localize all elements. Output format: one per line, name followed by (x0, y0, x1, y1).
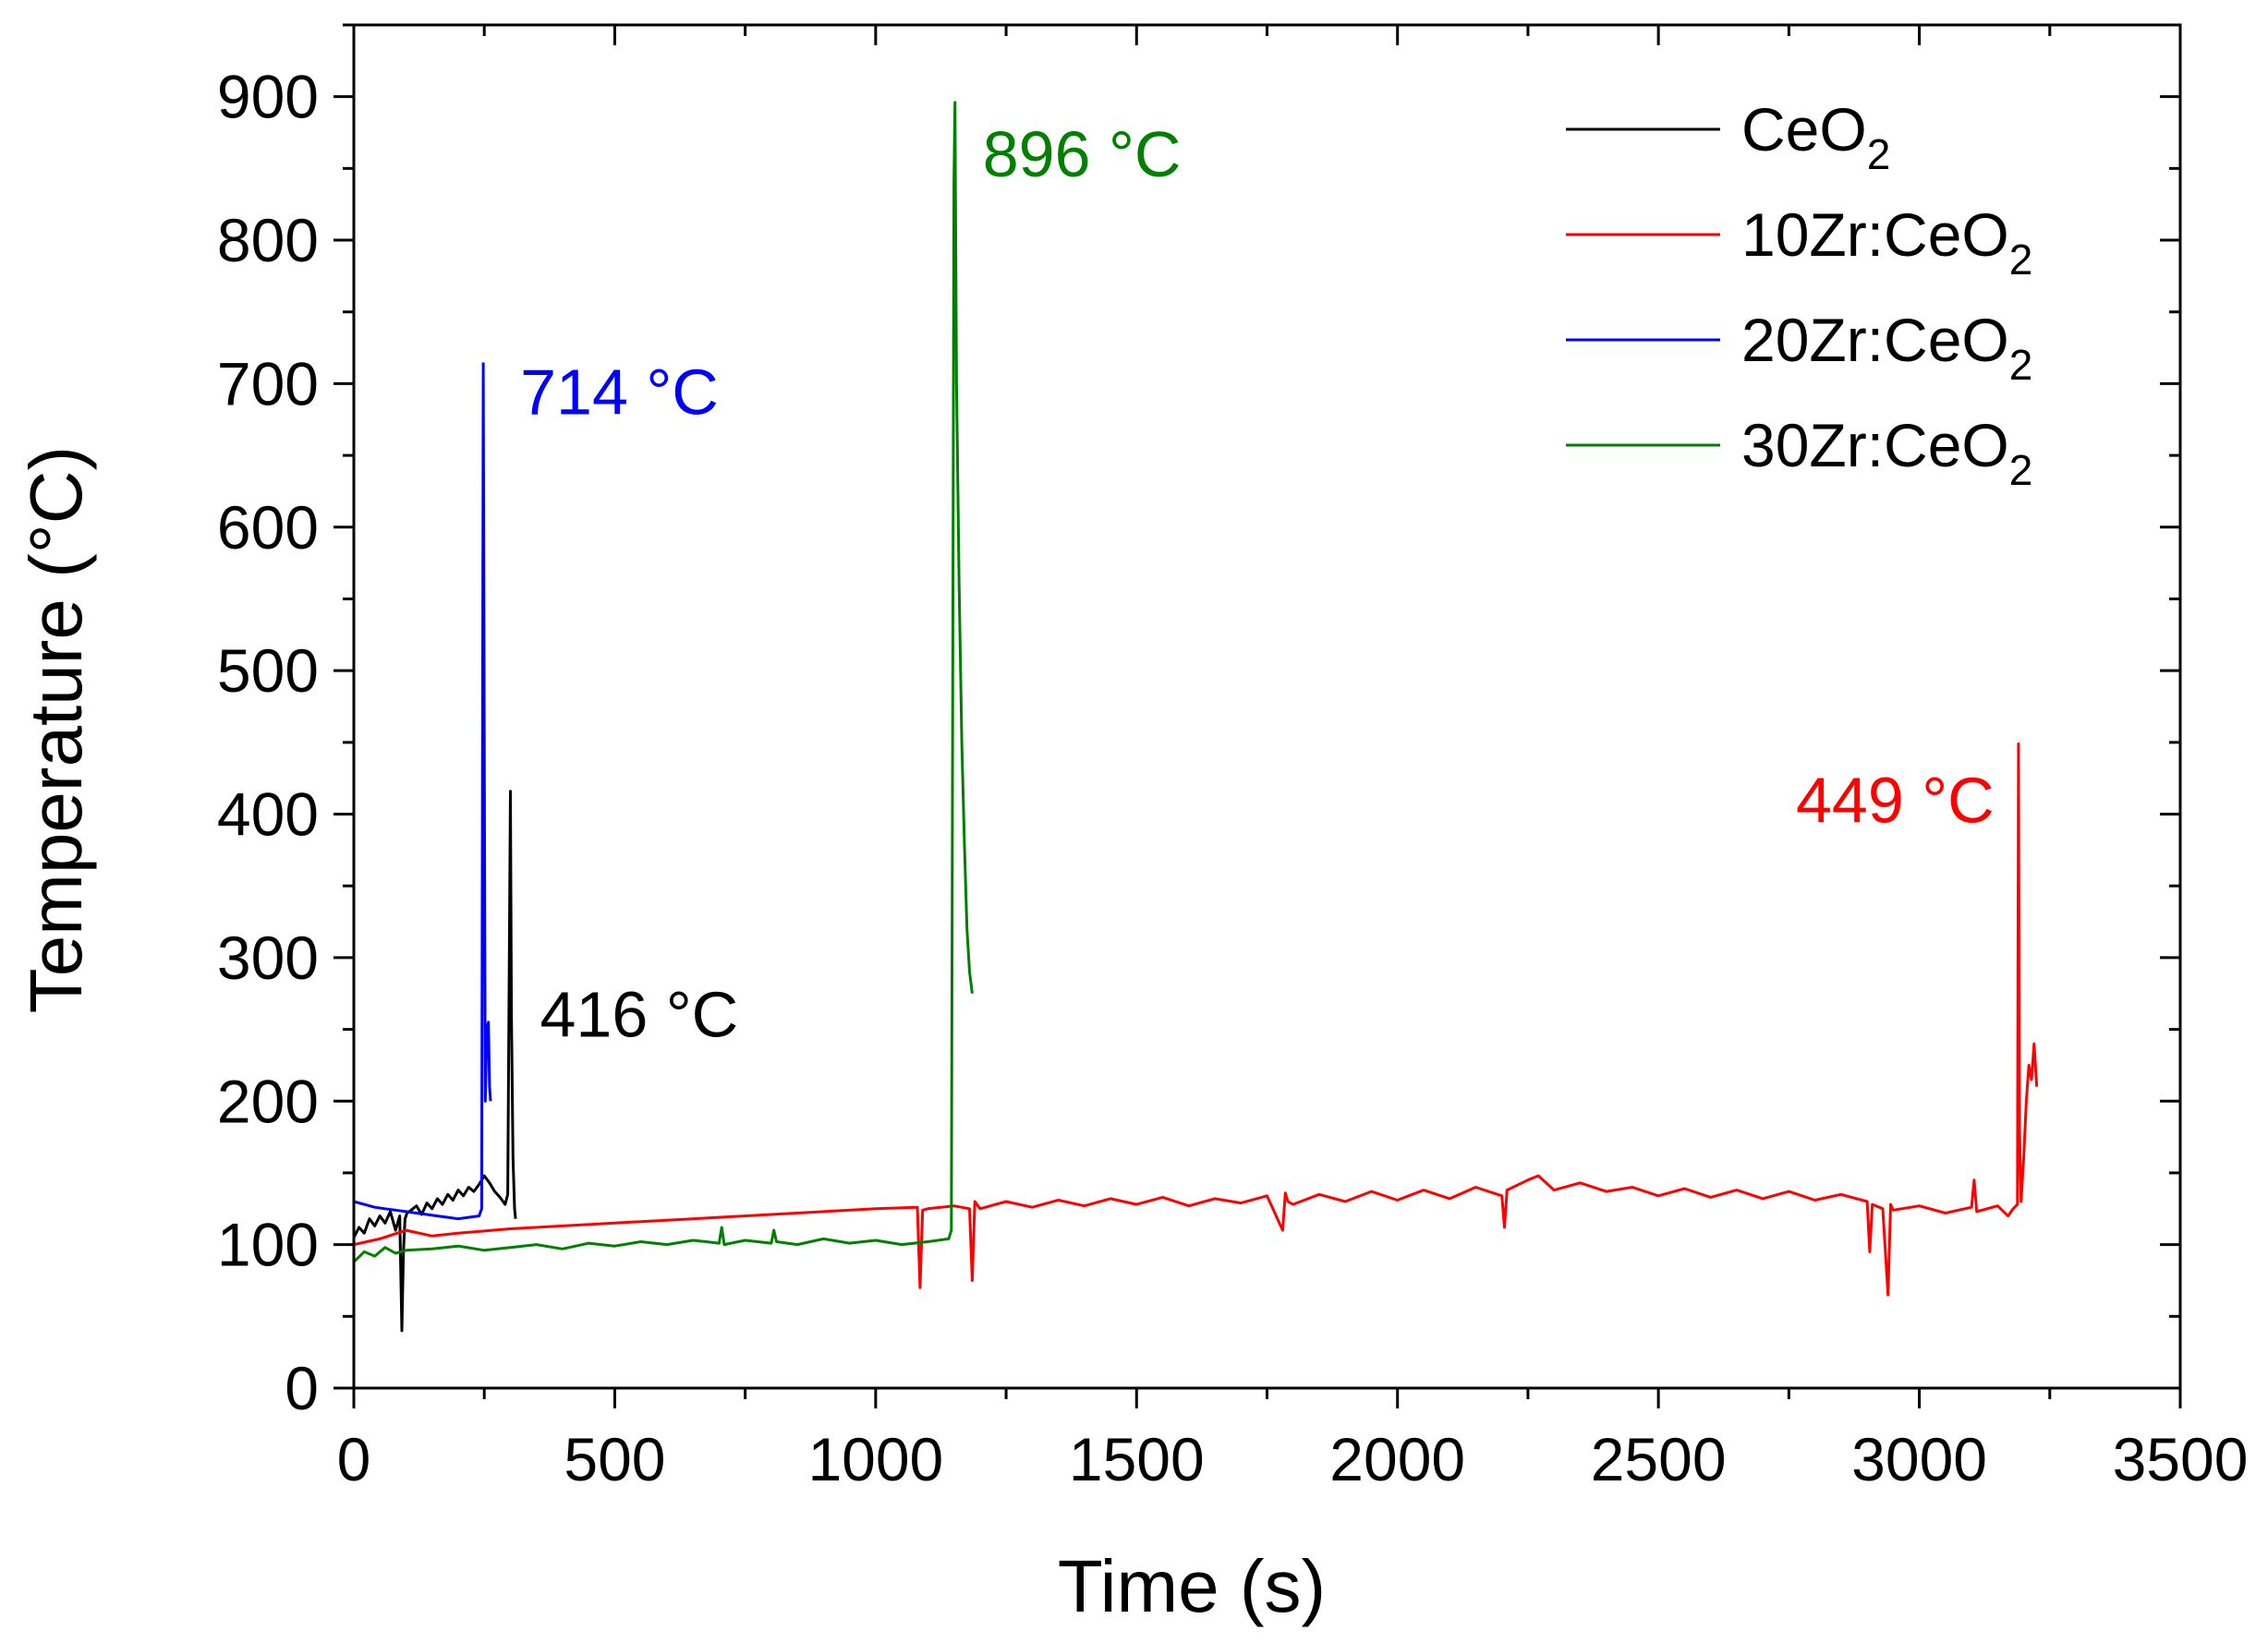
peak-annotations: 416 °C 714 °C 896 °C 449 °C (520, 118, 1995, 1051)
y-tick-label: 400 (217, 780, 319, 849)
y-tick-label: 700 (217, 349, 319, 417)
legend-item-0: CeO2 (1566, 95, 1890, 178)
x-tick-label: 3000 (1851, 1425, 1987, 1493)
y-tick-label: 200 (217, 1067, 319, 1135)
legend-label-subscript: 2 (2009, 341, 2033, 389)
series-line-0 (352, 790, 517, 1333)
legend-label: 10Zr:CeO2 (1741, 200, 2032, 284)
legend-label-main: 10Zr:CeO (1741, 200, 2009, 269)
legend-label: CeO2 (1741, 95, 1890, 178)
x-tick-label: 1000 (807, 1425, 943, 1493)
y-tick-label: 600 (217, 493, 319, 562)
axes: 0 500 1000 1500 2000 2500 3000 3500010020030040… (217, 23, 2249, 1493)
y-axis-title: Temperature (°C) (15, 446, 97, 1013)
series-layer (352, 101, 2039, 1333)
legend-label-main: CeO (1741, 95, 1867, 163)
peak-label-3: 449 °C (1796, 764, 1995, 836)
y-tick-label: 500 (217, 636, 319, 705)
peak-label-1: 714 °C (520, 356, 719, 429)
legend-label-subscript: 2 (1867, 130, 1891, 178)
x-axis-title: Time (s) (1058, 1545, 1326, 1627)
legend-label-subscript: 2 (2009, 236, 2033, 284)
x-tick-label: 500 (564, 1425, 665, 1493)
legend-item-3: 30Zr:CeO2 (1566, 411, 2032, 494)
legend-label: 30Zr:CeO2 (1741, 411, 2032, 494)
y-tick-label: 100 (217, 1211, 319, 1279)
peak-label-2: 896 °C (983, 118, 1182, 190)
series-line-2 (353, 362, 492, 1221)
x-tick-label: 3500 (2113, 1425, 2249, 1493)
legend-label-main: 30Zr:CeO (1741, 411, 2009, 479)
x-tick-label: 2000 (1329, 1425, 1465, 1493)
legend-item-1: 10Zr:CeO2 (1566, 200, 2032, 284)
x-tick-label: 2500 (1591, 1425, 1727, 1493)
x-tick-label: 1500 (1069, 1425, 1205, 1493)
peak-label-0: 416 °C (540, 979, 738, 1051)
y-tick-label: 0 (285, 1354, 319, 1422)
legend-item-2: 20Zr:CeO2 (1566, 306, 2032, 389)
x-tick-label: 0 (337, 1425, 371, 1493)
legend-label: 20Zr:CeO2 (1741, 306, 2032, 389)
y-tick-label: 300 (217, 924, 319, 992)
y-tick-label: 900 (217, 63, 319, 131)
series-line-3 (352, 101, 974, 1263)
legend-label-main: 20Zr:CeO (1741, 306, 2009, 374)
series-line-1 (353, 742, 2039, 1297)
y-tick-label: 800 (217, 206, 319, 274)
legend-label-subscript: 2 (2009, 446, 2033, 494)
